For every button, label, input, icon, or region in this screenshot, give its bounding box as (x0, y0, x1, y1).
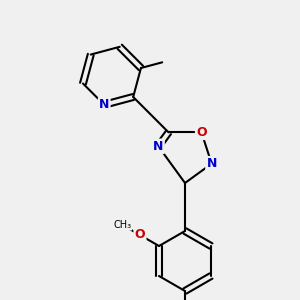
Text: O: O (135, 229, 145, 242)
Text: N: N (99, 98, 110, 111)
Text: N: N (206, 157, 217, 170)
Text: O: O (196, 126, 207, 139)
Text: CH₃: CH₃ (114, 220, 132, 230)
Text: N: N (153, 140, 164, 153)
